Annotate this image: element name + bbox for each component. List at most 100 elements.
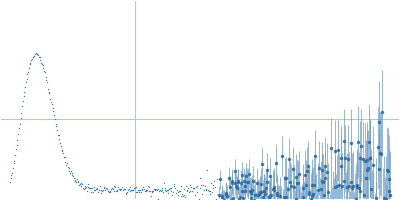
Point (148, 190, 155, 193)
Point (53, 124, 60, 128)
Point (76, 184, 82, 187)
Point (155, 197, 162, 200)
Point (104, 187, 111, 191)
Point (122, 188, 128, 191)
Point (168, 189, 175, 192)
Point (148, 195, 154, 198)
Point (72, 179, 78, 182)
Point (162, 188, 168, 191)
Point (146, 189, 152, 192)
Point (150, 189, 156, 192)
Point (63, 164, 70, 167)
Point (35, 53, 41, 56)
Point (83, 185, 89, 188)
Point (65, 167, 72, 170)
Point (174, 188, 180, 191)
Point (89, 187, 95, 190)
Point (121, 188, 127, 191)
Point (108, 188, 114, 191)
Point (140, 185, 146, 188)
Point (152, 188, 158, 191)
Point (24, 78, 30, 81)
Point (106, 190, 113, 193)
Point (124, 190, 130, 194)
Point (69, 172, 76, 175)
Point (163, 189, 169, 192)
Point (206, 189, 213, 192)
Point (68, 174, 75, 177)
Point (176, 189, 182, 192)
Point (37, 58, 44, 62)
Point (141, 188, 147, 191)
Point (125, 188, 131, 191)
Point (164, 191, 171, 195)
Point (143, 188, 150, 191)
Point (174, 193, 181, 197)
Point (193, 190, 200, 193)
Point (173, 191, 179, 194)
Point (122, 191, 129, 194)
Point (142, 189, 149, 192)
Point (42, 70, 48, 74)
Point (18, 111, 24, 114)
Point (26, 67, 32, 70)
Point (159, 186, 166, 189)
Point (100, 188, 106, 191)
Point (91, 186, 98, 189)
Point (120, 189, 126, 192)
Point (84, 189, 90, 192)
Point (207, 192, 214, 196)
Point (138, 188, 145, 191)
Point (212, 185, 218, 188)
Point (64, 162, 70, 165)
Point (27, 62, 34, 65)
Point (203, 188, 210, 191)
Point (67, 172, 73, 175)
Point (128, 188, 135, 191)
Point (196, 186, 203, 189)
Point (41, 70, 47, 73)
Point (24, 72, 30, 76)
Point (215, 193, 221, 196)
Point (78, 184, 85, 187)
Point (86, 187, 92, 190)
Point (212, 198, 219, 200)
Point (113, 190, 120, 193)
Point (96, 185, 103, 188)
Point (85, 183, 92, 186)
Point (184, 189, 190, 193)
Point (185, 187, 191, 190)
Point (194, 185, 200, 188)
Point (80, 186, 86, 189)
Point (90, 188, 97, 191)
Point (144, 185, 151, 188)
Point (118, 187, 124, 191)
Point (196, 197, 202, 200)
Point (169, 193, 175, 197)
Point (62, 160, 69, 163)
Point (132, 190, 139, 193)
Point (52, 123, 59, 126)
Point (77, 182, 83, 186)
Point (55, 133, 61, 136)
Point (166, 187, 172, 190)
Point (129, 189, 136, 192)
Point (111, 185, 118, 188)
Point (105, 189, 111, 192)
Point (154, 188, 161, 191)
Point (46, 90, 52, 94)
Point (68, 170, 74, 173)
Point (100, 187, 107, 190)
Point (73, 181, 79, 184)
Point (64, 165, 71, 169)
Point (99, 189, 105, 192)
Point (34, 53, 40, 56)
Point (51, 113, 57, 116)
Point (39, 62, 45, 65)
Point (172, 187, 178, 190)
Point (171, 185, 178, 188)
Point (138, 190, 144, 193)
Point (210, 186, 216, 189)
Point (127, 185, 134, 189)
Point (178, 194, 184, 198)
